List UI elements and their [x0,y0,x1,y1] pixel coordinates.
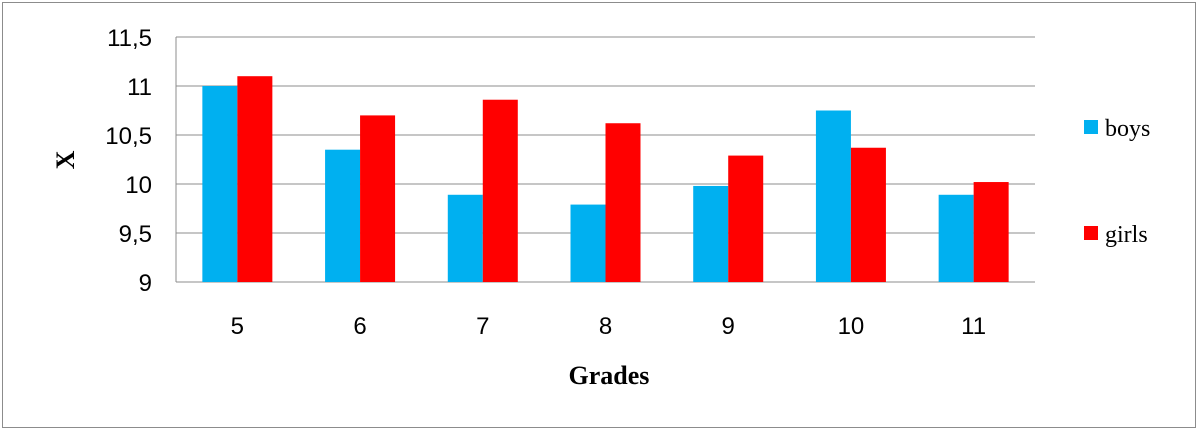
bar-boys-11 [938,194,974,282]
y-tick-label: 10 [125,172,152,199]
legend-swatch-girls [1084,226,1098,240]
bar-girls-7 [482,99,518,282]
y-axis-title: X [51,150,80,169]
legend-swatch-boys [1084,120,1098,134]
x-tick-labels: 5 6 7 8 9 10 11 [231,313,986,340]
x-tick-label: 7 [476,313,489,340]
x-tick-label: 6 [353,313,366,340]
legend-label-boys: boys [1105,116,1150,142]
x-tick-label: 5 [231,313,244,340]
x-axis-title: Grades [569,361,650,390]
bar-girls-5 [237,76,273,282]
bars [202,76,1009,283]
y-tick-label: 10,5 [105,123,152,150]
bar-girls-10 [850,147,886,282]
bar-girls-11 [973,182,1009,282]
x-tick-label: 9 [722,313,735,340]
y-tick-label: 9,5 [119,221,152,248]
y-tick-label: 9 [139,270,152,297]
bar-boys-6 [325,149,361,282]
x-tick-label: 10 [838,313,865,340]
bar-boys-9 [693,185,729,282]
bar-girls-9 [728,155,764,282]
gridlines [175,36,1035,283]
bar-boys-8 [570,204,606,282]
legend: boys girls [1084,116,1150,248]
y-tick-label: 11 [127,74,152,101]
bar-girls-6 [360,115,396,283]
x-tick-label: 8 [599,313,612,340]
bar-girls-8 [605,123,641,283]
x-tick-label: 11 [961,313,986,340]
y-tick-label: 11,5 [107,25,152,52]
bar-boys-7 [447,194,483,282]
y-tick-labels: 9 9,5 10 10,5 11 11,5 [105,25,152,297]
legend-label-girls: girls [1105,222,1148,248]
bar-boys-5 [202,86,238,282]
bar-boys-10 [815,110,851,282]
